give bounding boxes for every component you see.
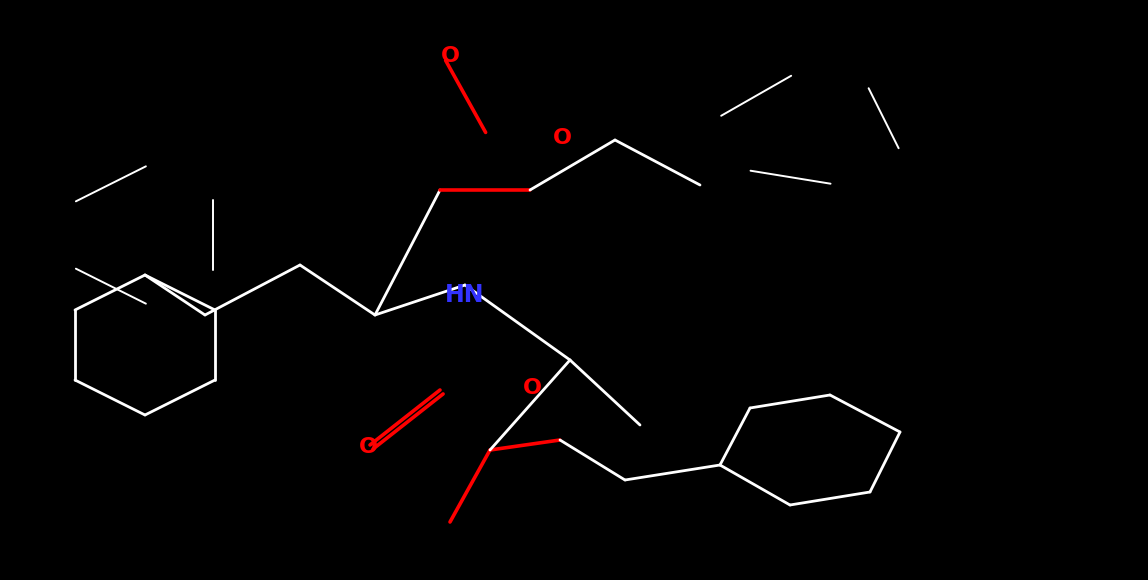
Text: O: O [358, 437, 378, 457]
Text: HN: HN [445, 283, 484, 307]
Text: O: O [552, 128, 572, 148]
Text: O: O [441, 46, 459, 66]
Text: O: O [522, 378, 542, 398]
